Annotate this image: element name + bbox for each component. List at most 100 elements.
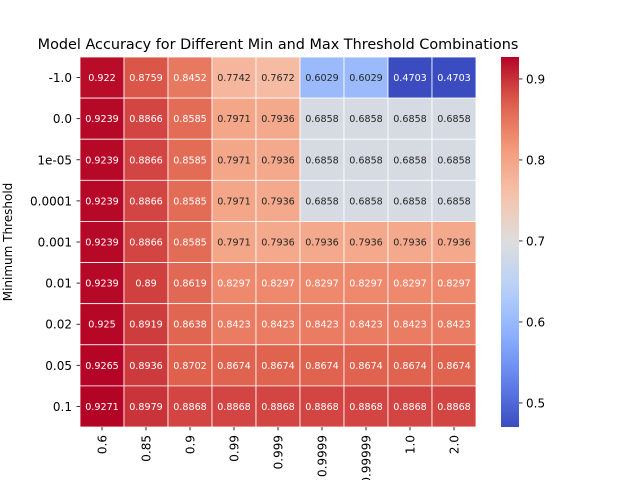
heatmap-cell: [167, 221, 213, 263]
heatmap-cell: [343, 303, 389, 346]
cell-value-label: 0.7936: [261, 196, 295, 207]
heatmap-cell: [123, 138, 169, 181]
colorbar: 0.5 0.6 0.7 0.8 0.9: [501, 57, 545, 427]
heatmap-cell: [387, 262, 433, 305]
cell-value-label: 0.8979: [129, 402, 163, 413]
heatmap-cell: [167, 385, 213, 428]
cell-value-label: 0.7971: [217, 155, 251, 166]
heatmap-cell: [343, 344, 389, 387]
heatmap-cell: [79, 138, 125, 181]
cell-value-label: 0.8674: [217, 361, 251, 372]
cell-value-label: 0.8868: [437, 402, 471, 413]
heatmap-cell: [431, 97, 477, 140]
heatmap-cell: [79, 56, 125, 99]
heatmap-cell: [79, 344, 125, 387]
cell-value-label: 0.8423: [437, 320, 471, 331]
x-tick-label: 0.85: [140, 435, 154, 462]
x-tick-label: 2.0: [448, 435, 462, 454]
cell-value-label: 0.6029: [305, 73, 339, 84]
cell-value-label: 0.9239: [85, 155, 119, 166]
x-tick-label: 1.0: [404, 435, 418, 454]
cell-value-label: 0.6858: [393, 155, 427, 166]
y-axis-label: Minimum Threshold: [1, 183, 15, 302]
heatmap-cell: [167, 56, 213, 99]
cell-value-label: 0.8674: [261, 361, 295, 372]
heatmap-cell: [79, 303, 125, 346]
heatmap-cell: [343, 385, 389, 428]
heatmap-cell: [123, 56, 169, 99]
heatmap-cell: [343, 138, 389, 181]
x-tick-label: 0.9: [184, 435, 198, 454]
heatmap-cell: [431, 385, 477, 428]
cell-value-label: 0.9239: [85, 279, 119, 290]
heatmap-cell: [167, 344, 213, 387]
heatmap-cell: [211, 344, 257, 387]
colorbar-tick-label: 0.7: [526, 234, 545, 248]
cell-value-label: 0.7936: [261, 155, 295, 166]
heatmap-cell: [211, 221, 257, 263]
heatmap-cell: [255, 97, 301, 140]
heatmap-cell: [211, 138, 257, 181]
y-tick-label: 1e-05: [37, 153, 72, 167]
heatmap-cell: [343, 221, 389, 263]
cell-value-label: 0.7971: [217, 196, 251, 207]
cell-value-label: 0.6858: [393, 196, 427, 207]
cell-value-label: 0.8585: [173, 196, 207, 207]
cell-value-label: 0.6858: [349, 114, 383, 125]
cell-value-label: 0.925: [88, 320, 115, 331]
cell-value-label: 0.6858: [305, 114, 339, 125]
cell-value-label: 0.8297: [261, 279, 295, 290]
cell-value-label: 0.6858: [437, 114, 471, 125]
cell-value-label: 0.8423: [261, 320, 295, 331]
heatmap-cell: [299, 262, 345, 305]
heatmap-cell: [167, 97, 213, 140]
cell-value-label: 0.8638: [173, 320, 207, 331]
heatmap-cell: [123, 303, 169, 346]
cell-value-label: 0.6858: [437, 196, 471, 207]
cell-value-label: 0.8868: [349, 402, 383, 413]
chart-title: Model Accuracy for Different Min and Max…: [38, 37, 519, 53]
heatmap-cell: [343, 97, 389, 140]
cell-value-label: 0.8423: [349, 320, 383, 331]
heatmap-cell: [211, 385, 257, 428]
cell-value-label: 0.7971: [217, 238, 251, 249]
cell-value-label: 0.8868: [261, 402, 295, 413]
cell-value-label: 0.7936: [305, 238, 339, 249]
cell-value-label: 0.8452: [173, 73, 207, 84]
cell-value-label: 0.8868: [173, 402, 207, 413]
heatmap-cell: [255, 138, 301, 181]
cell-value-label: 0.8866: [129, 196, 163, 207]
heatmap-cell: [431, 221, 477, 263]
cell-value-label: 0.6029: [349, 73, 383, 84]
cell-value-label: 0.8866: [129, 238, 163, 249]
cell-value-label: 0.8423: [217, 320, 251, 331]
cell-value-label: 0.8868: [393, 402, 427, 413]
colorbar-gradient: [501, 57, 519, 427]
cell-value-label: 0.8585: [173, 238, 207, 249]
cell-value-label: 0.8868: [305, 402, 339, 413]
cell-value-label: 0.6858: [437, 155, 471, 166]
y-tick-label: 0.001: [38, 236, 72, 250]
cell-value-label: 0.9271: [85, 402, 119, 413]
y-tick-label: 0.1: [53, 400, 72, 414]
x-tick-label: 0.999: [272, 435, 286, 469]
cell-value-label: 0.6858: [349, 155, 383, 166]
heatmap-cell: [299, 344, 345, 387]
x-tick-label: 0.99999: [360, 435, 374, 480]
x-tick-label: 0.9999: [316, 435, 330, 477]
heatmap-cell: [255, 303, 301, 346]
y-tick-label: 0.01: [45, 277, 72, 291]
heatmap-cell: [211, 179, 257, 222]
cell-value-label: 0.8585: [173, 114, 207, 125]
y-tick-label: 0.0001: [30, 194, 72, 208]
cell-value-label: 0.9239: [85, 196, 119, 207]
heatmap-cell: [79, 97, 125, 140]
heatmap-cell: [255, 344, 301, 387]
x-tick-label: 0.6: [96, 435, 110, 454]
cell-value-label: 0.7936: [349, 238, 383, 249]
cell-value-label: 0.9265: [85, 361, 119, 372]
heatmap-cell: [255, 262, 301, 305]
heatmap-cell: [299, 56, 345, 99]
colorbar-tick-label: 0.8: [526, 153, 545, 167]
